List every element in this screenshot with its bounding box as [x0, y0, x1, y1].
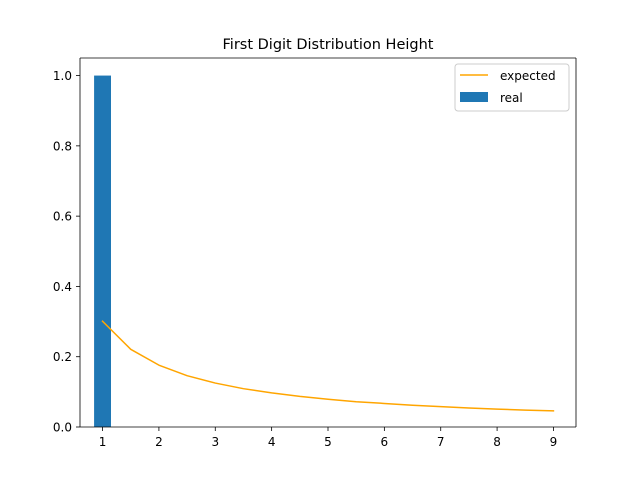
legend: expected real	[454, 63, 570, 112]
x-tick-label: 2	[155, 435, 163, 449]
y-tick-label: 0.8	[53, 139, 72, 153]
x-tick-label: 6	[381, 435, 389, 449]
bar-real-1	[94, 75, 111, 427]
y-tick-label: 0.6	[53, 210, 72, 224]
line-expected	[101, 320, 555, 412]
legend-label-real: real	[500, 91, 523, 105]
chart-title: First Digit Distribution Height	[223, 37, 434, 53]
y-tick-label: 0.0	[53, 421, 72, 435]
x-tick-label: 8	[493, 435, 501, 449]
y-tick-label: 1.0	[53, 69, 72, 83]
x-tick-label: 1	[99, 435, 107, 449]
y-tick-label: 0.4	[53, 280, 72, 294]
x-tick-label: 9	[550, 435, 558, 449]
legend-label-expected: expected	[500, 69, 556, 83]
legend-swatch-real	[460, 92, 488, 102]
y-tick-label: 0.2	[53, 350, 72, 364]
x-tick-label: 3	[211, 435, 219, 449]
x-tick-label: 4	[268, 435, 276, 449]
x-tick-label: 7	[437, 435, 445, 449]
x-tick-label: 5	[324, 435, 332, 449]
